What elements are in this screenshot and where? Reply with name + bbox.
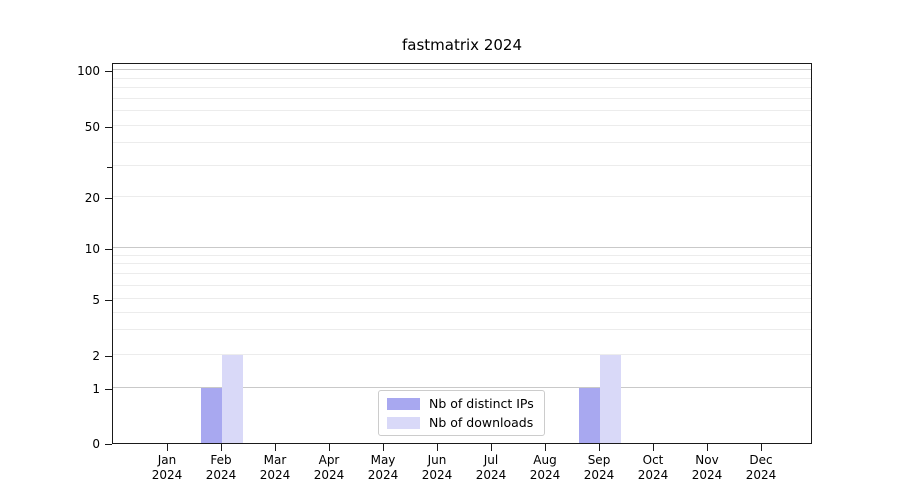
bar-feb-distinct-ips <box>201 388 222 443</box>
x-tick-aug <box>545 444 546 451</box>
gridline-y-8 <box>113 263 811 265</box>
gridline-y-20 <box>113 196 811 197</box>
y-tick-label-5: 5 <box>92 293 100 307</box>
x-tick-label-jan: Jan 2024 <box>151 453 183 482</box>
y-tick-2 <box>105 356 112 357</box>
legend: Nb of distinct IPs Nb of downloads <box>378 390 545 436</box>
x-tick-feb <box>221 444 222 451</box>
chart-title: fastmatrix 2024 <box>401 36 522 54</box>
x-tick-dec <box>761 444 762 451</box>
gridline-y-3 <box>113 329 811 331</box>
gridline-y-2 <box>113 354 811 355</box>
y-tick-label-2: 2 <box>92 349 100 363</box>
gridline-y-1 <box>113 387 811 388</box>
y-tick-label-1: 1 <box>92 382 100 396</box>
x-tick-label-mar: Mar 2024 <box>259 453 291 482</box>
gridline-y-60 <box>113 110 811 112</box>
y-tick-label-50: 50 <box>84 120 100 134</box>
gridline-y-80 <box>113 87 811 89</box>
legend-swatch-icon <box>387 416 420 429</box>
gridline-y-40 <box>113 142 811 144</box>
x-tick-sep <box>599 444 600 451</box>
x-tick-label-oct: Oct 2024 <box>637 453 669 482</box>
gridline-y-50 <box>113 125 811 126</box>
gridline-y-9 <box>113 254 811 256</box>
y-tick-label-0: 0 <box>92 437 100 451</box>
y-tick-10 <box>105 249 112 250</box>
legend-label: Nb of downloads <box>429 415 534 430</box>
y-tick-label-20: 20 <box>84 191 100 205</box>
x-tick-jan <box>167 444 168 451</box>
gridline-y-4 <box>113 311 811 313</box>
legend-entry-distinct-ips: Nb of distinct IPs <box>387 396 534 411</box>
x-tick-jun <box>437 444 438 451</box>
legend-entry-downloads: Nb of downloads <box>387 415 534 430</box>
gridline-y-70 <box>113 97 811 99</box>
gridline-y-5 <box>113 298 811 299</box>
legend-swatch-icon <box>387 397 420 410</box>
x-tick-label-apr: Apr 2024 <box>313 453 345 482</box>
bar-sep-downloads <box>600 355 621 443</box>
x-tick-label-may: May 2024 <box>367 453 399 482</box>
x-tick-label-jun: Jun 2024 <box>421 453 453 482</box>
x-tick-label-aug: Aug 2024 <box>529 453 561 482</box>
x-tick-may <box>383 444 384 451</box>
y-minor-tick-30 <box>107 166 112 168</box>
y-tick-5 <box>105 300 112 301</box>
x-tick-label-sep: Sep 2024 <box>583 453 615 482</box>
x-tick-label-dec: Dec 2024 <box>745 453 777 482</box>
x-tick-mar <box>275 444 276 451</box>
x-tick-nov <box>707 444 708 451</box>
bar-sep-distinct-ips <box>579 388 600 443</box>
gridline-y-10 <box>113 247 811 248</box>
y-tick-0 <box>105 444 112 445</box>
gridline-y-6 <box>113 284 811 286</box>
x-tick-label-feb: Feb 2024 <box>205 453 237 482</box>
x-tick-label-jul: Jul 2024 <box>475 453 507 482</box>
y-tick-20 <box>105 198 112 199</box>
x-tick-label-nov: Nov 2024 <box>691 453 723 482</box>
x-tick-apr <box>329 444 330 451</box>
gridline-y-7 <box>113 273 811 275</box>
y-tick-50 <box>105 127 112 128</box>
y-tick-1 <box>105 389 112 390</box>
plot-area <box>112 63 812 444</box>
x-tick-oct <box>653 444 654 451</box>
y-tick-100 <box>105 71 112 72</box>
y-tick-label-100: 100 <box>77 64 100 78</box>
legend-label: Nb of distinct IPs <box>429 396 534 411</box>
gridline-y-90 <box>113 77 811 79</box>
x-tick-jul <box>491 444 492 451</box>
bar-feb-downloads <box>222 355 243 443</box>
gridline-y-100 <box>113 69 811 70</box>
gridline-y-30 <box>113 164 811 166</box>
y-tick-label-10: 10 <box>84 242 100 256</box>
